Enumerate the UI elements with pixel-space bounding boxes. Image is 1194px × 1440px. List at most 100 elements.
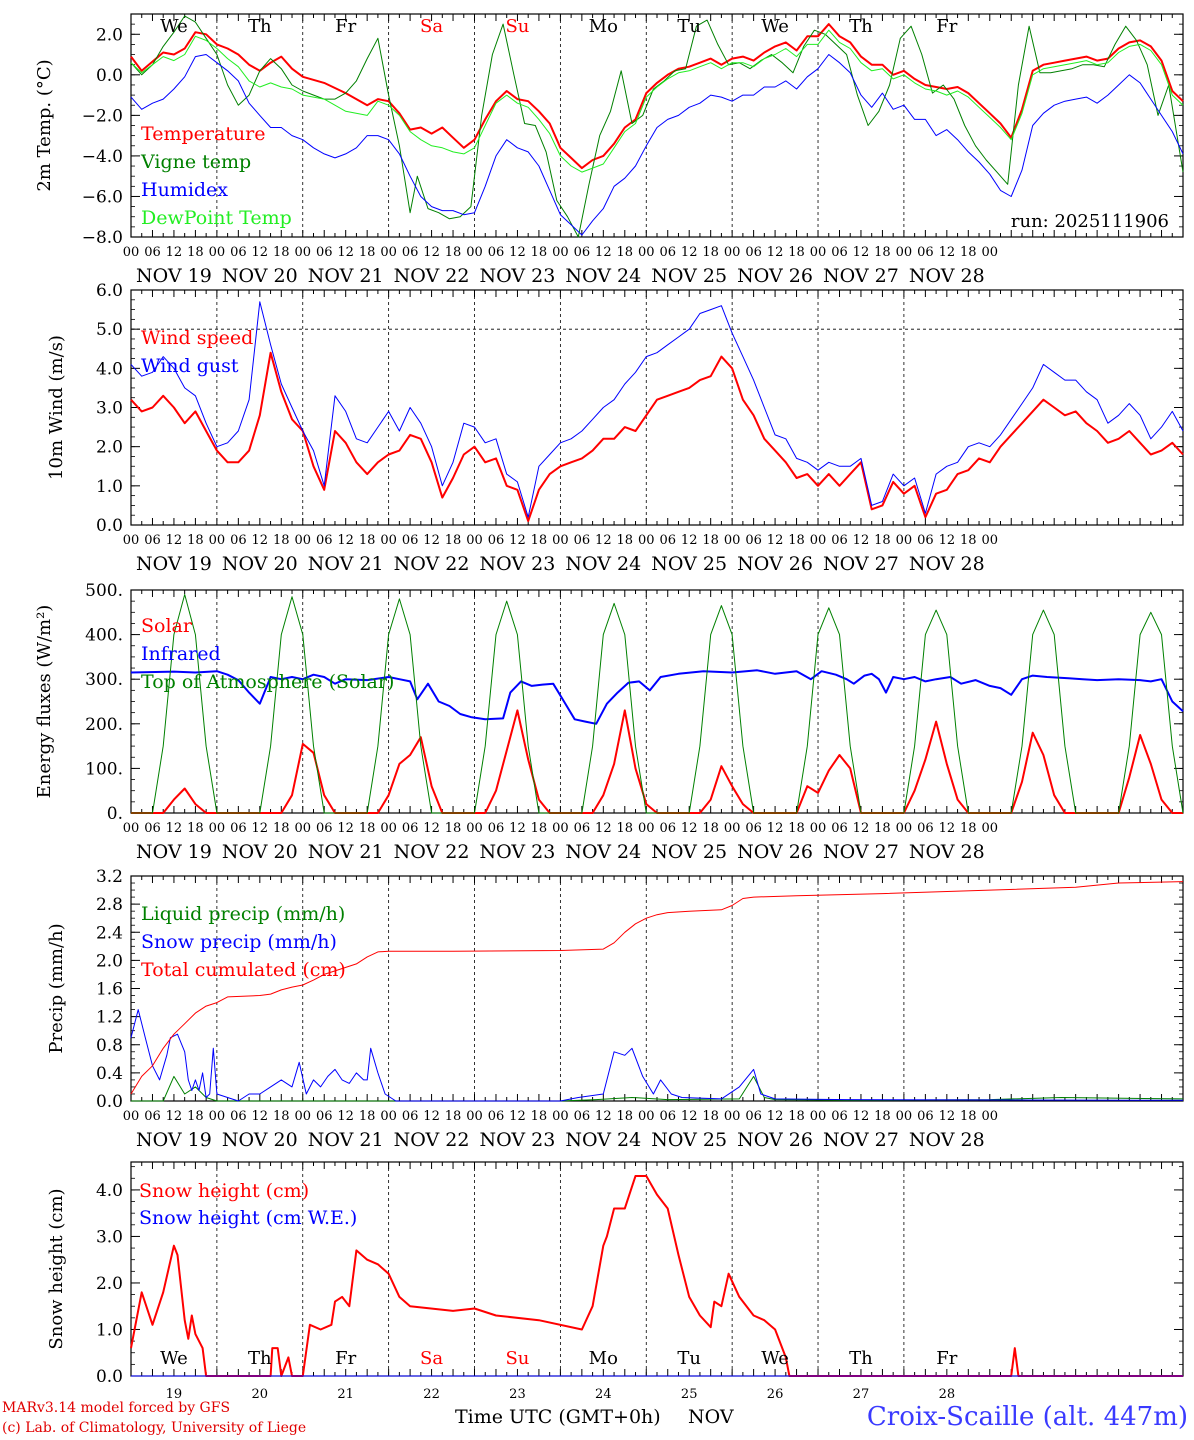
hour-tick-label: 12 — [681, 1109, 698, 1124]
hour-tick-label: 00 — [209, 245, 226, 260]
date-label: NOV 24 — [565, 265, 641, 287]
date-label: NOV 27 — [823, 1129, 899, 1151]
hour-tick-label: 00 — [552, 533, 569, 548]
day-number-label: 26 — [767, 1387, 784, 1402]
hour-tick-label: 18 — [359, 821, 376, 836]
y-tick-label: 1.2 — [96, 1008, 123, 1028]
hour-tick-label: 06 — [402, 245, 419, 260]
hour-tick-label: 00 — [123, 1109, 140, 1124]
hour-tick-label: 00 — [724, 1109, 741, 1124]
hour-tick-label: 12 — [423, 533, 440, 548]
weekday-label: Fr — [335, 1348, 356, 1369]
x-axis-month: NOV — [688, 1406, 734, 1428]
weekday-label: Th — [248, 16, 272, 37]
hour-tick-label: 00 — [638, 1109, 655, 1124]
legend-entry: Top of Atmosphere (Solar) — [141, 671, 394, 693]
y-tick-label: 1.0 — [96, 477, 123, 497]
y-axis-label: Precip (mm/h) — [46, 923, 67, 1053]
hour-tick-label: 18 — [617, 533, 634, 548]
date-label: NOV 19 — [136, 553, 212, 575]
series-line-snow-precip-mm-h- — [130, 1009, 1184, 1102]
hour-tick-label: 06 — [316, 821, 333, 836]
lab-credit: (c) Lab. of Climatology, University of L… — [2, 1420, 307, 1436]
hour-tick-label: 18 — [788, 1109, 805, 1124]
hour-tick-label: 06 — [659, 1109, 676, 1124]
y-tick-label: 2.0 — [96, 1274, 123, 1294]
hour-tick-label: 00 — [982, 533, 999, 548]
weekday-label: We — [761, 1348, 789, 1369]
hour-tick-label: 06 — [917, 245, 934, 260]
series-line-humidex — [130, 54, 1184, 236]
hour-tick-label: 06 — [574, 533, 591, 548]
y-tick-label: 2.0 — [96, 438, 123, 458]
day-number-label: 28 — [939, 1387, 956, 1402]
y-axis-label: Energy fluxes (W/m²) — [34, 605, 55, 799]
weekday-label: We — [160, 16, 188, 37]
hour-tick-label: 12 — [509, 245, 526, 260]
hour-tick-label: 06 — [316, 1109, 333, 1124]
hour-tick-label: 06 — [745, 1109, 762, 1124]
date-label: NOV 24 — [565, 1129, 641, 1151]
run-label: run: 2025111906 — [1011, 211, 1169, 232]
hour-tick-label: 12 — [423, 821, 440, 836]
date-label: NOV 21 — [308, 841, 384, 863]
day-number-label: 24 — [595, 1387, 612, 1402]
hour-tick-label: 00 — [724, 533, 741, 548]
date-label: NOV 26 — [737, 1129, 813, 1151]
date-label: NOV 21 — [308, 553, 384, 575]
hour-tick-label: 18 — [874, 245, 891, 260]
weekday-label: Th — [849, 1348, 873, 1369]
weekday-label: Mo — [589, 1348, 618, 1369]
hour-tick-label: 00 — [896, 533, 913, 548]
date-label: NOV 28 — [909, 1129, 985, 1151]
hour-tick-label: 12 — [252, 1109, 269, 1124]
hour-tick-label: 06 — [831, 821, 848, 836]
hour-tick-label: 18 — [617, 821, 634, 836]
hour-tick-label: 12 — [252, 821, 269, 836]
legend-entry: Humidex — [141, 179, 228, 201]
hour-tick-label: 12 — [595, 821, 612, 836]
hour-tick-label: 12 — [767, 245, 784, 260]
hour-tick-label: 12 — [166, 245, 183, 260]
y-tick-label: 1.6 — [96, 980, 123, 1000]
hour-tick-label: 18 — [531, 1109, 548, 1124]
date-label: NOV 20 — [222, 265, 298, 287]
hour-tick-label: 00 — [123, 533, 140, 548]
hour-tick-label: 12 — [939, 533, 956, 548]
date-label: NOV 27 — [823, 553, 899, 575]
hour-tick-label: 12 — [337, 245, 354, 260]
date-label: NOV 28 — [909, 841, 985, 863]
hour-tick-label: 18 — [874, 821, 891, 836]
hour-tick-label: 00 — [466, 1109, 483, 1124]
hour-tick-label: 12 — [853, 245, 870, 260]
hour-tick-label: 00 — [294, 533, 311, 548]
y-tick-label: −2.0 — [82, 106, 123, 126]
panel-frame-wind — [130, 289, 1184, 526]
hour-tick-label: 06 — [488, 821, 505, 836]
date-label: NOV 25 — [651, 265, 727, 287]
legend-entry: Snow height (cm W.E.) — [139, 1207, 357, 1229]
legend-entry: DewPoint Temp — [141, 207, 292, 229]
hour-tick-label: 18 — [874, 533, 891, 548]
hour-tick-label: 06 — [488, 245, 505, 260]
panel-frame-energy — [130, 589, 1184, 814]
series-line-top-of-atmosphere-solar- — [131, 594, 1184, 814]
date-label: NOV 19 — [136, 841, 212, 863]
day-number-label: 25 — [681, 1387, 698, 1402]
y-tick-label: 100. — [85, 759, 123, 779]
date-label: NOV 23 — [480, 265, 556, 287]
hour-tick-label: 06 — [917, 821, 934, 836]
hour-tick-label: 12 — [595, 533, 612, 548]
hour-tick-label: 12 — [939, 821, 956, 836]
hour-tick-label: 12 — [166, 821, 183, 836]
hour-tick-label: 12 — [853, 533, 870, 548]
legend-entry: Vigne temp — [140, 151, 251, 173]
hour-tick-label: 00 — [380, 821, 397, 836]
hour-tick-label: 18 — [960, 1109, 977, 1124]
legend-entry: Wind speed — [141, 327, 253, 349]
date-label: NOV 21 — [308, 1129, 384, 1151]
hour-tick-label: 00 — [209, 1109, 226, 1124]
hour-tick-label: 06 — [402, 821, 419, 836]
hour-tick-label: 06 — [144, 1109, 161, 1124]
